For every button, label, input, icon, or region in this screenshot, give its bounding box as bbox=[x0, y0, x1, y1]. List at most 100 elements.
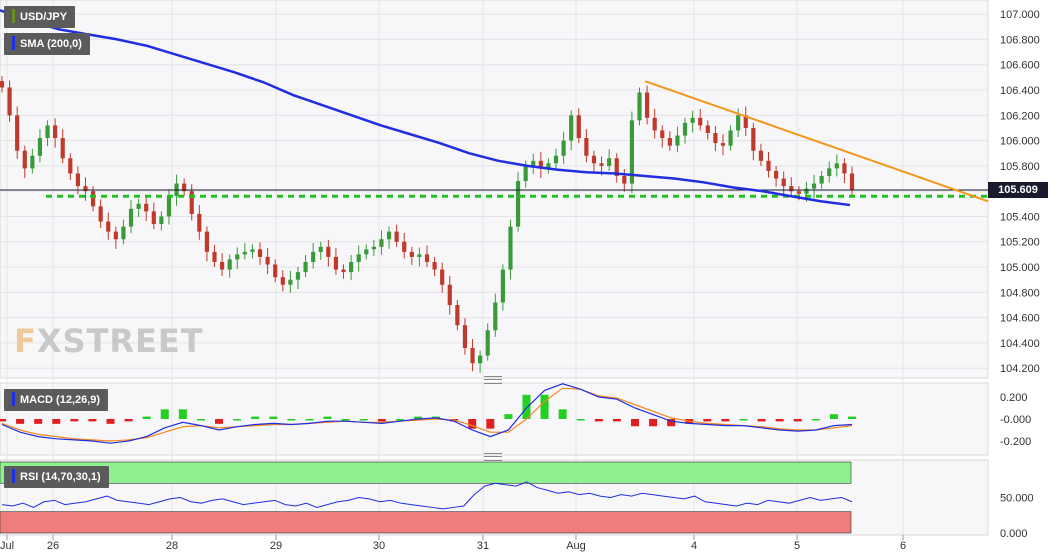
price-tick-label: 106.600 bbox=[1000, 60, 1040, 72]
candle-body bbox=[645, 92, 650, 118]
x-tick-label: 31 bbox=[477, 540, 489, 552]
candle-body bbox=[599, 163, 604, 166]
macd-swatch bbox=[12, 392, 15, 406]
candle-body bbox=[546, 163, 551, 169]
candle-body bbox=[607, 158, 612, 166]
candle-body bbox=[440, 269, 445, 285]
x-tick-label: 5 bbox=[794, 540, 800, 552]
candle-body bbox=[781, 178, 786, 187]
candle-body bbox=[569, 115, 574, 141]
macd-histogram-bar bbox=[16, 419, 25, 424]
candle-body bbox=[682, 122, 688, 136]
candle-body bbox=[227, 259, 232, 270]
candle-body bbox=[842, 163, 847, 174]
candle-body bbox=[189, 191, 194, 214]
candle-body bbox=[432, 261, 437, 270]
macd-tick-label: -0.000 bbox=[1000, 414, 1031, 426]
candle-body bbox=[523, 165, 528, 182]
candle-body bbox=[720, 143, 726, 146]
price-tick-label: 105.000 bbox=[1000, 262, 1040, 274]
candle-body bbox=[470, 347, 475, 364]
candle-body bbox=[819, 175, 824, 184]
macd-histogram-bar bbox=[486, 419, 495, 429]
sma-label: SMA (200,0) bbox=[20, 38, 82, 50]
candle-body bbox=[455, 304, 460, 326]
candle-body bbox=[45, 125, 50, 139]
candle-body bbox=[675, 135, 680, 146]
macd-histogram-bar bbox=[811, 419, 820, 421]
macd-histogram-bar bbox=[70, 419, 79, 422]
candle-body bbox=[849, 173, 855, 190]
macd-histogram-bar bbox=[395, 419, 404, 421]
price-tick-label: 106.000 bbox=[1000, 136, 1040, 148]
macd-histogram-bar bbox=[178, 409, 187, 419]
candle-body bbox=[424, 254, 430, 262]
candle-body bbox=[508, 226, 513, 270]
macd-histogram-bar bbox=[649, 419, 658, 427]
candle-body bbox=[515, 181, 521, 227]
sma-badge[interactable]: SMA (200,0) bbox=[4, 33, 90, 55]
candle-body bbox=[257, 249, 263, 257]
price-tick-label: 104.400 bbox=[1000, 338, 1040, 350]
candle-body bbox=[774, 170, 779, 179]
candle-body bbox=[652, 117, 657, 131]
price-tick-label: 106.800 bbox=[1000, 34, 1040, 46]
candle-body bbox=[379, 239, 384, 247]
price-tick-label: 105.800 bbox=[1000, 161, 1040, 173]
macd-badge[interactable]: MACD (12,26,9) bbox=[4, 389, 109, 411]
candle-body bbox=[136, 203, 141, 209]
x-tick-label: Aug bbox=[566, 540, 586, 552]
candle-body bbox=[356, 254, 361, 262]
x-tick-label: 29 bbox=[270, 540, 282, 552]
candle-body bbox=[834, 163, 839, 169]
sma-swatch bbox=[12, 36, 15, 50]
candle-body bbox=[690, 117, 695, 123]
macd-histogram-bar bbox=[757, 419, 766, 422]
rsi-oversold-zone bbox=[0, 511, 852, 534]
symbol-label: USD/JPY bbox=[20, 11, 68, 23]
symbol-badge[interactable]: USD/JPY bbox=[4, 6, 76, 28]
panel-resize-handle-2[interactable] bbox=[484, 453, 502, 461]
candle-body bbox=[728, 130, 733, 146]
macd-histogram-bar bbox=[377, 419, 386, 422]
macd-histogram-bar bbox=[52, 419, 61, 424]
macd-histogram-bar bbox=[504, 414, 513, 419]
price-tick-label: 107.000 bbox=[1000, 9, 1040, 21]
candle-body bbox=[804, 188, 809, 194]
candle-body bbox=[326, 246, 331, 257]
macd-histogram-bar bbox=[721, 419, 730, 422]
current-price-tag: 105.609 bbox=[988, 182, 1048, 198]
rsi-plot bbox=[1, 481, 853, 510]
x-tick-label: 26 bbox=[47, 540, 59, 552]
candle-body bbox=[37, 138, 43, 156]
rsi-tick-label: 0.000 bbox=[1000, 528, 1028, 540]
candle-body bbox=[159, 216, 164, 225]
panel-resize-handle-1[interactable] bbox=[484, 376, 502, 384]
candle-body bbox=[493, 302, 498, 331]
candle-body bbox=[273, 264, 278, 278]
candle-body bbox=[531, 160, 536, 166]
macd-histogram-bar bbox=[305, 419, 314, 421]
sma-200-line bbox=[0, 9, 851, 207]
macd-tick-label: 0.200 bbox=[1000, 392, 1028, 404]
price-tick-label: 105.200 bbox=[1000, 237, 1040, 249]
candle-body bbox=[53, 125, 58, 139]
rsi-badge[interactable]: RSI (14,70,30,1) bbox=[4, 466, 109, 488]
macd-histogram-bar bbox=[739, 419, 748, 421]
candle-body bbox=[667, 138, 672, 146]
macd-histogram-bar bbox=[829, 414, 838, 419]
macd-histogram-bar bbox=[558, 409, 567, 419]
candle-body bbox=[15, 115, 20, 151]
rsi-overbought-zone bbox=[0, 461, 852, 484]
price-tick-label: 104.200 bbox=[1000, 363, 1040, 375]
candle-body bbox=[166, 196, 172, 217]
candle-body bbox=[295, 272, 301, 280]
candle-body bbox=[364, 249, 369, 255]
macd-histogram-bar bbox=[88, 419, 97, 422]
candle-body bbox=[447, 284, 452, 305]
macd-signal-line bbox=[1, 387, 853, 442]
candle-body bbox=[402, 241, 407, 252]
rsi-label: RSI (14,70,30,1) bbox=[20, 471, 101, 483]
candle-body bbox=[751, 127, 756, 151]
rsi-tick-label: 50.000 bbox=[1000, 493, 1034, 505]
